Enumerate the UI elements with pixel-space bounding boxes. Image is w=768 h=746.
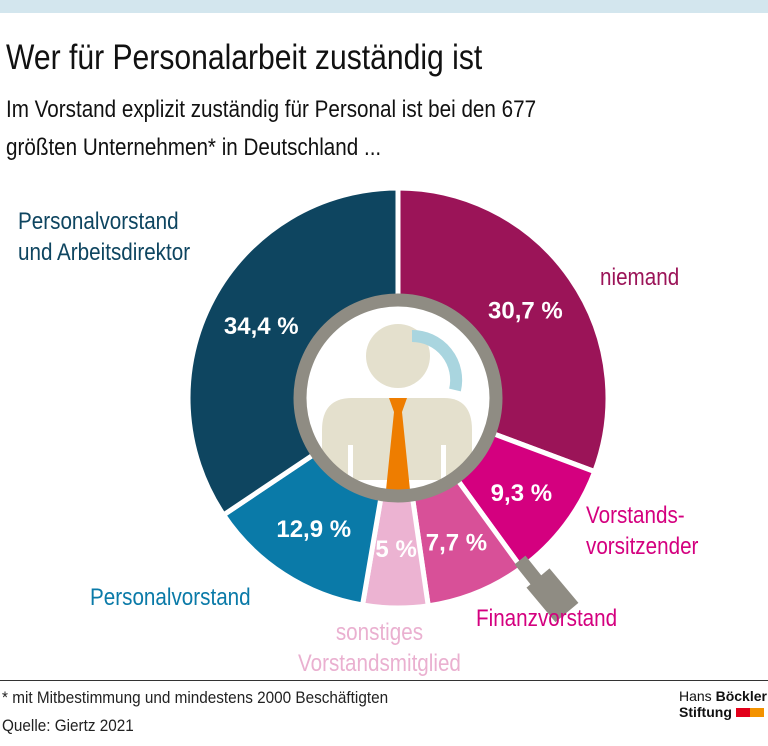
- slice-label-personalvorstand: Personalvorstand: [90, 584, 251, 611]
- slice-label-niemand: niemand: [600, 264, 680, 291]
- slice-value-label: 34,4 %: [224, 313, 299, 340]
- slice-label-sonstiges: sonstiges Vorstandsmitglied: [298, 619, 461, 677]
- footnote: * mit Mitbestimmung und mindestens 2000 …: [2, 688, 389, 707]
- slice-value-label: 30,7 %: [488, 298, 563, 325]
- source: Quelle: Giertz 2021: [2, 716, 134, 735]
- slice-label-personalvorstand-ad: Personalvorstand und Arbeitsdirektor: [18, 208, 191, 266]
- footer-divider: [0, 680, 768, 681]
- chart-title: Wer für Personalarbeit zuständig ist: [6, 38, 483, 77]
- slice-label-vorstandsvorsitzender: Vorstands-vorsitzender: [586, 502, 699, 560]
- slice-value-label: 5 %: [375, 536, 416, 563]
- hans-boeckler-logo: Hans Böckler Stiftung: [679, 688, 767, 720]
- slice-label-finanzvorstand: Finanzvorstand: [476, 605, 618, 632]
- top-bar: [0, 0, 768, 13]
- subtitle-line-2: größten Unternehmen* in Deutschland ...: [6, 134, 382, 161]
- magnifier-person-icon: [293, 293, 579, 623]
- subtitle-line-1: Im Vorstand explizit zuständig für Perso…: [6, 96, 537, 123]
- slice-value-label: 7,7 %: [426, 530, 487, 557]
- slice-value-label: 9,3 %: [491, 480, 552, 507]
- slice-value-label: 12,9 %: [276, 516, 351, 543]
